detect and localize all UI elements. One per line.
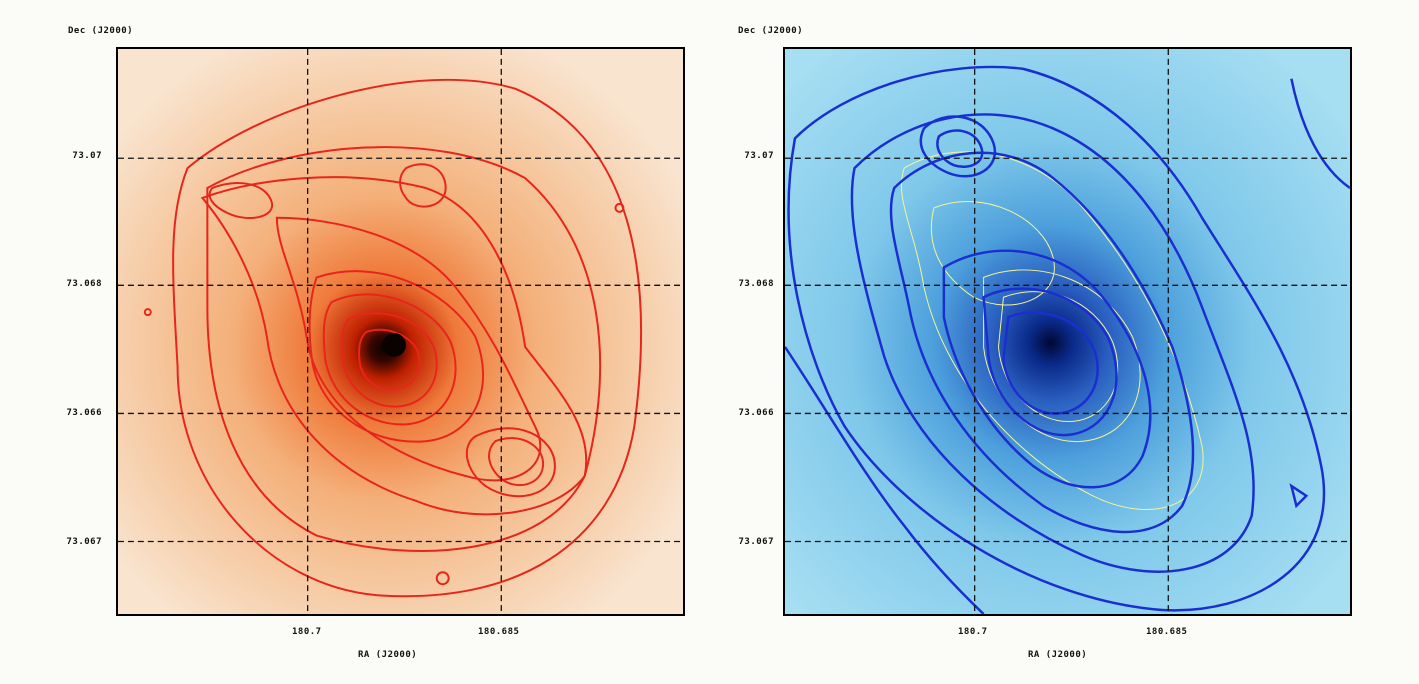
left-contours (143, 78, 642, 598)
left-ra-axis-label: RA (J2000) (358, 650, 418, 660)
left-ytick-label-1: 73.07 (72, 151, 102, 161)
right-ytick-label-1: 73.07 (744, 151, 774, 161)
left-contour-image (116, 47, 685, 616)
right-ytick-label-4: 73.067 (738, 537, 774, 547)
left-xtick-label-2: 180.685 (478, 627, 520, 637)
left-dec-axis-label: Dec (J2000) (68, 26, 134, 36)
left-core (382, 332, 406, 357)
right-xtick-label-1: 180.7 (958, 627, 988, 637)
right-dec-axis-label: Dec (J2000) (738, 26, 804, 36)
left-ytick-label-4: 73.067 (66, 537, 102, 547)
right-gridlines (785, 49, 1350, 614)
right-ra-axis-label: RA (J2000) (1028, 650, 1088, 660)
left-gridlines (118, 49, 683, 614)
right-ytick-label-3: 73.066 (738, 408, 774, 418)
right-contour-image (783, 47, 1352, 616)
left-contour-svg (118, 49, 683, 614)
right-contour-svg (785, 49, 1350, 614)
right-blue-contours (785, 65, 1350, 614)
right-ytick-label-2: 73.068 (738, 279, 774, 289)
right-image-background (785, 49, 1350, 614)
right-xtick-label-2: 180.685 (1146, 627, 1188, 637)
left-ytick-label-3: 73.066 (66, 408, 102, 418)
left-ytick-label-2: 73.068 (66, 279, 102, 289)
left-xtick-label-1: 180.7 (292, 627, 322, 637)
